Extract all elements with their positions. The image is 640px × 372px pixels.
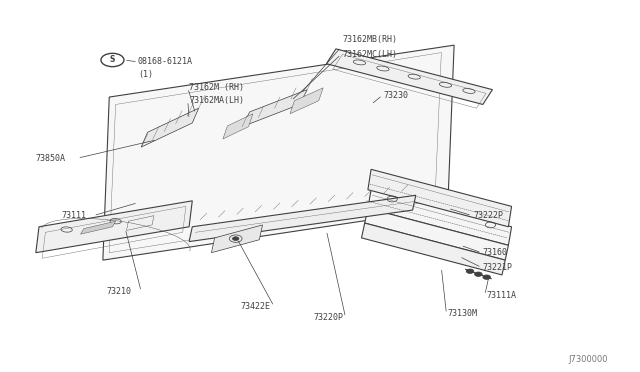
Text: (1): (1) (138, 70, 153, 79)
Polygon shape (368, 169, 511, 227)
Polygon shape (223, 114, 253, 139)
Text: 73160: 73160 (483, 248, 508, 257)
Text: 73162M (RH): 73162M (RH) (189, 83, 244, 92)
Circle shape (474, 272, 482, 276)
Text: 73162MB(RH): 73162MB(RH) (342, 35, 397, 44)
Text: 73210: 73210 (106, 287, 131, 296)
Circle shape (483, 275, 490, 279)
Polygon shape (103, 45, 454, 260)
Text: 73130M: 73130M (448, 310, 477, 318)
Text: 73422E: 73422E (240, 302, 270, 311)
Polygon shape (81, 221, 116, 234)
Polygon shape (36, 201, 192, 253)
Polygon shape (365, 208, 508, 260)
Polygon shape (189, 195, 416, 241)
Text: 73230: 73230 (384, 91, 409, 100)
Circle shape (232, 237, 239, 240)
Polygon shape (211, 225, 262, 253)
Text: 73111A: 73111A (486, 291, 516, 300)
Text: 08168-6121A: 08168-6121A (138, 57, 193, 66)
Text: 73111: 73111 (61, 211, 86, 220)
Polygon shape (362, 223, 505, 275)
Polygon shape (141, 108, 198, 147)
Polygon shape (290, 88, 323, 114)
Text: 73162MC(LH): 73162MC(LH) (342, 50, 397, 59)
Text: 73162MA(LH): 73162MA(LH) (189, 96, 244, 105)
Text: S: S (110, 55, 115, 64)
Polygon shape (242, 90, 307, 127)
Text: 73222P: 73222P (473, 211, 503, 220)
Text: J7300000: J7300000 (568, 355, 607, 364)
Polygon shape (368, 190, 511, 245)
Circle shape (467, 269, 474, 273)
Text: 73220P: 73220P (314, 313, 344, 322)
Polygon shape (326, 49, 492, 105)
Text: 73221P: 73221P (483, 263, 513, 272)
Text: 73850A: 73850A (36, 154, 66, 163)
